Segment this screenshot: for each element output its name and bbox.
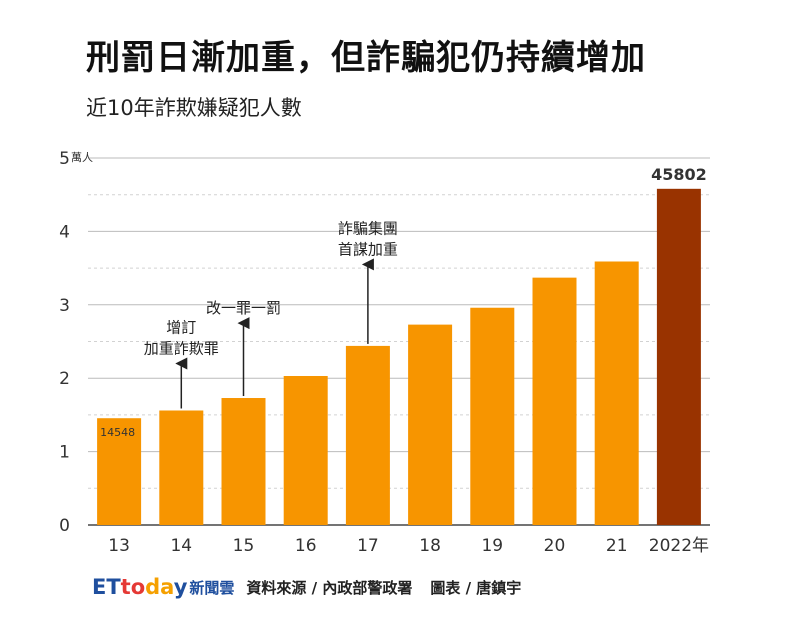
footer: ETtoday 新聞雲 資料來源 / 內政部警政署 圖表 / 唐鎮宇 [92, 572, 521, 602]
bar-5 [408, 324, 453, 525]
y-tick-label: 1 [59, 443, 70, 463]
logo-part-4: y [173, 575, 188, 599]
logo-part-3: da [145, 575, 174, 599]
bar-4 [345, 345, 390, 525]
bar-0 [97, 418, 142, 525]
x-tick-label: 2022年 [649, 536, 709, 556]
bar-chart: 0 1 2 3 4 5 萬人 13 14 15 16 17 18 19 20 21 2022年 14548 4580… [59, 149, 710, 556]
x-tick-label: 15 [233, 536, 255, 556]
x-tick-label: 17 [357, 536, 379, 556]
annotation-text: 改一罪一罰 [206, 299, 281, 317]
annotation-text: 首謀加重 [338, 240, 398, 258]
bar-3 [283, 375, 328, 525]
bar-7 [532, 277, 577, 525]
y-tick-label: 5 [59, 149, 70, 169]
bar-8 [594, 261, 639, 525]
x-tick-label: 18 [419, 536, 441, 556]
annotation-text: 加重詐欺罪 [144, 340, 219, 358]
source-text: 資料來源 / 內政部警政署 [246, 578, 413, 597]
annotation-text: 增訂 [166, 319, 196, 337]
chart-subtitle: 近10年詐欺嫌疑犯人數 [86, 96, 302, 120]
annotation-text: 詐騙集團 [338, 219, 398, 237]
chart-title: 刑罰日漸加重，但詐騙犯仍持續增加 [86, 38, 646, 78]
x-tick-label: 21 [606, 536, 628, 556]
bar-9 [656, 188, 701, 525]
x-tick-label: 16 [295, 536, 317, 556]
data-label: 14548 [100, 426, 135, 439]
x-tick-label: 14 [170, 536, 192, 556]
bar-2 [221, 398, 266, 525]
x-tick-label: 20 [544, 536, 566, 556]
y-tick-label: 0 [59, 516, 70, 536]
x-tick-label: 19 [481, 536, 503, 556]
credits: 資料來源 / 內政部警政署 圖表 / 唐鎮宇 [246, 577, 521, 598]
logo-tail: 新聞雲 [189, 578, 235, 597]
y-tick-label: 4 [59, 222, 70, 242]
y-unit-label: 萬人 [71, 151, 93, 164]
logo-part-2: to [120, 575, 146, 599]
y-tick-label: 2 [59, 369, 70, 389]
bar-1 [159, 410, 204, 525]
data-label: 45802 [651, 165, 707, 184]
x-tick-label: 13 [108, 536, 130, 556]
credit-text: 圖表 / 唐鎮宇 [430, 578, 522, 597]
logo-part-1: ET [92, 575, 121, 599]
y-tick-label: 3 [59, 296, 70, 316]
bar-6 [470, 307, 515, 525]
ettoday-logo: ETtoday [92, 575, 187, 599]
